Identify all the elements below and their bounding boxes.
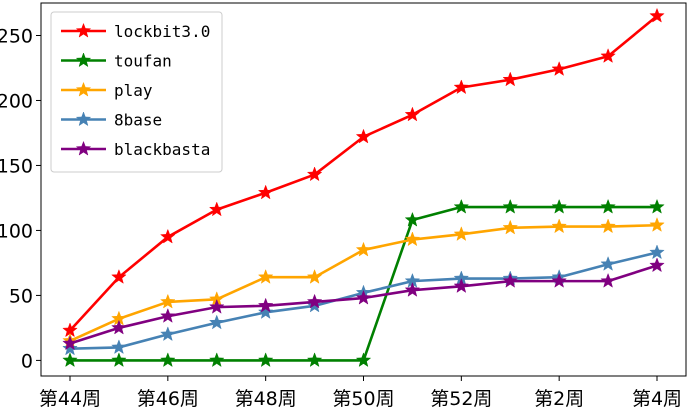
data-point-star — [502, 71, 519, 87]
y-tick-label: 250 — [0, 25, 33, 47]
data-point-star — [551, 61, 567, 76]
data-point-star — [600, 256, 616, 271]
data-point-star — [111, 339, 127, 355]
legend-entry: lockbit3.0 — [61, 22, 210, 41]
data-point-star — [257, 304, 274, 319]
data-point-star — [649, 217, 665, 232]
data-point-star — [453, 198, 470, 214]
x-tick-label: 第52周 — [430, 388, 492, 410]
data-point-star — [257, 297, 274, 313]
x-tick-label: 第50周 — [332, 388, 394, 410]
data-point-star — [355, 289, 372, 305]
series-toufan — [62, 198, 665, 368]
data-point-star — [208, 314, 225, 330]
data-point-star — [208, 201, 225, 217]
data-point-star — [306, 352, 323, 368]
legend-entry: blackbasta — [61, 140, 210, 159]
data-point-star — [600, 48, 616, 63]
x-tick-label: 第4周 — [632, 388, 682, 410]
data-point-star — [160, 352, 176, 368]
data-point-star — [453, 278, 470, 293]
data-point-star — [306, 269, 323, 284]
legend-label: blackbasta — [114, 140, 210, 159]
legend-box — [50, 11, 223, 173]
y-axis: 0 50 100 150 200 250 — [0, 25, 41, 372]
x-tick-label: 第2周 — [534, 388, 584, 410]
y-tick-label: 0 — [21, 350, 33, 372]
data-point-star — [453, 79, 470, 95]
legend-label: play — [114, 81, 153, 100]
data-point-star — [208, 298, 225, 314]
legend-star-icon — [75, 140, 92, 156]
data-point-star — [160, 293, 176, 309]
data-point-star — [600, 218, 616, 234]
data-point-star — [111, 269, 127, 284]
x-tick-label: 第44周 — [39, 388, 101, 410]
data-point-star — [649, 7, 665, 23]
y-tick-label: 100 — [0, 220, 33, 242]
data-point-star — [257, 269, 274, 284]
data-point-star — [306, 166, 323, 182]
legend-star-icon — [75, 52, 92, 68]
data-point-star — [111, 319, 127, 335]
data-point-star — [404, 211, 421, 227]
legend-entry: toufan — [61, 52, 172, 71]
series-lockbit3.0 — [62, 7, 665, 338]
x-tick-label: 第48周 — [235, 388, 297, 410]
data-point-star — [502, 219, 519, 235]
y-tick-label: 150 — [0, 155, 33, 177]
data-point-star — [208, 352, 225, 368]
legend-entry: 8base — [61, 111, 162, 130]
data-point-star — [257, 184, 274, 200]
series-play — [62, 217, 665, 348]
data-point-star — [551, 272, 567, 288]
data-point-star — [551, 218, 567, 234]
y-tick-label: 200 — [0, 90, 33, 112]
data-point-star — [355, 352, 372, 368]
x-axis: 第44周 第46周 第48周 第50周 第52周 第2周 第4周 — [39, 376, 682, 410]
data-point-star — [649, 198, 665, 214]
data-point-star — [62, 340, 78, 356]
legend-label: lockbit3.0 — [114, 22, 210, 41]
data-point-star — [160, 228, 176, 244]
data-point-star — [160, 326, 176, 342]
data-point-star — [306, 293, 323, 309]
data-point-star — [551, 198, 567, 214]
data-point-star — [502, 198, 519, 214]
legend-star-icon — [75, 22, 92, 38]
data-point-star — [502, 272, 519, 288]
legend-label: 8base — [114, 111, 162, 130]
series-layer — [62, 7, 665, 368]
x-tick-label: 第46周 — [137, 388, 199, 410]
data-point-star — [453, 226, 470, 241]
data-point-star — [404, 106, 421, 122]
data-point-star — [649, 244, 665, 260]
legend: lockbit3.0 toufan play 8base blackbasta — [50, 11, 223, 173]
legend-entry: play — [61, 81, 153, 100]
data-point-star — [355, 128, 372, 144]
data-point-star — [62, 335, 78, 351]
data-point-star — [404, 282, 421, 297]
data-point-star — [649, 257, 665, 273]
legend-star-icon — [75, 81, 92, 97]
legend-star-icon — [75, 111, 92, 127]
data-point-star — [355, 241, 372, 257]
data-point-star — [257, 352, 274, 368]
data-point-star — [62, 352, 78, 368]
data-point-star — [600, 272, 616, 288]
data-point-star — [111, 352, 127, 368]
data-point-star — [404, 231, 421, 247]
data-point-star — [600, 198, 616, 214]
y-tick-label: 50 — [9, 285, 33, 307]
legend-label: toufan — [114, 52, 172, 71]
series-blackbasta — [62, 257, 665, 351]
data-point-star — [160, 308, 176, 323]
